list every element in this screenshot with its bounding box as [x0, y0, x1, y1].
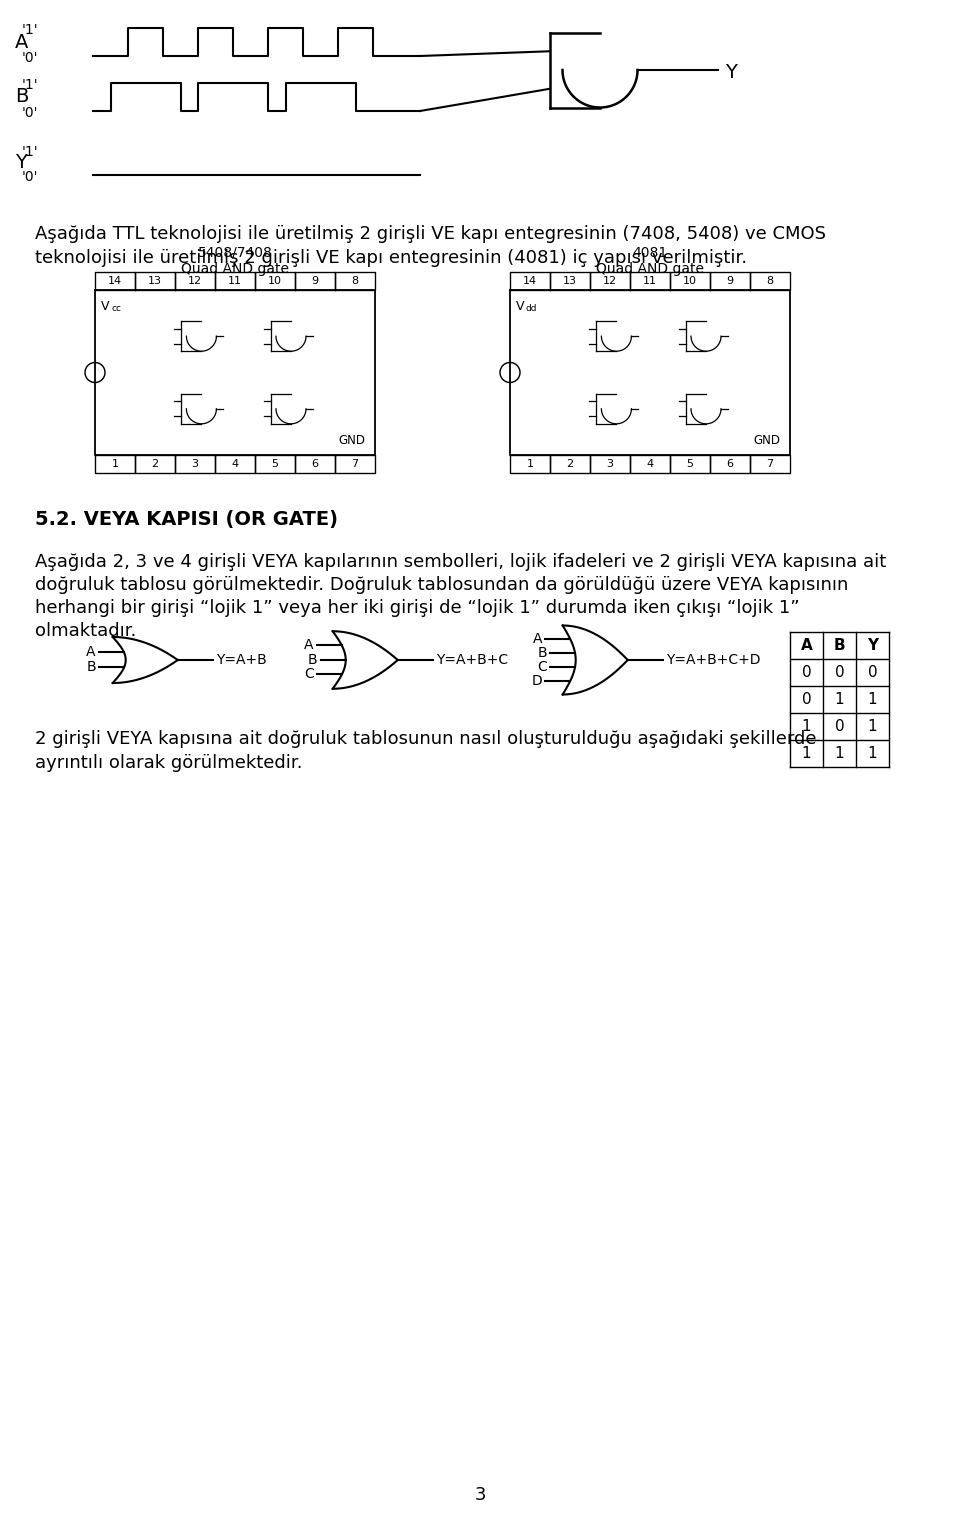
Text: 7: 7	[766, 459, 774, 469]
Text: 1: 1	[834, 692, 844, 707]
Text: teknolojisi ile üretilmiş 2 girişli VE kapı entegresinin (4081) iç yapısı verilm: teknolojisi ile üretilmiş 2 girişli VE k…	[35, 248, 747, 267]
Text: 12: 12	[603, 276, 617, 287]
Text: B: B	[833, 639, 846, 652]
Text: Y: Y	[15, 152, 27, 172]
Text: 10: 10	[683, 276, 697, 287]
Text: 1: 1	[834, 747, 844, 760]
Text: D: D	[532, 674, 542, 687]
Text: A: A	[304, 639, 314, 652]
Text: 1: 1	[802, 747, 811, 760]
Text: 8: 8	[766, 276, 774, 287]
Text: B: B	[308, 652, 318, 666]
Text: herhangi bir girişi “lojik 1” veya her iki girişi de “lojik 1” durumda iken çıkı: herhangi bir girişi “lojik 1” veya her i…	[35, 599, 800, 617]
Text: 3: 3	[607, 459, 613, 469]
Text: 8: 8	[351, 276, 359, 287]
Text: C: C	[304, 668, 314, 681]
Text: 7: 7	[351, 459, 359, 469]
Text: Y=A+B+C+D: Y=A+B+C+D	[665, 652, 760, 668]
Text: 2: 2	[152, 459, 158, 469]
Text: 14: 14	[523, 276, 537, 287]
Text: doğruluk tablosu görülmektedir. Doğruluk tablosundan da görüldüğü üzere VEYA kap: doğruluk tablosu görülmektedir. Doğruluk…	[35, 576, 849, 594]
Text: Aşağıda TTL teknolojisi ile üretilmiş 2 girişli VE kapı entegresinin (7408, 5408: Aşağıda TTL teknolojisi ile üretilmiş 2 …	[35, 226, 826, 242]
Text: C: C	[538, 660, 547, 674]
Text: Y: Y	[867, 639, 878, 652]
Text: A: A	[15, 32, 29, 52]
Text: 6: 6	[311, 459, 319, 469]
Text: 2: 2	[566, 459, 573, 469]
Text: Y=A+B+C: Y=A+B+C	[436, 652, 508, 668]
Text: 1: 1	[868, 747, 877, 760]
Text: 5408/7408: 5408/7408	[198, 245, 273, 261]
Text: '0': '0'	[22, 107, 38, 120]
Text: olmaktadır.: olmaktadır.	[35, 622, 136, 640]
Text: 0: 0	[868, 664, 877, 680]
Text: 13: 13	[148, 276, 162, 287]
Text: 11: 11	[643, 276, 657, 287]
Text: GND: GND	[753, 434, 780, 447]
Text: 13: 13	[563, 276, 577, 287]
Text: '1': '1'	[22, 23, 38, 37]
Text: 5: 5	[272, 459, 278, 469]
Text: 11: 11	[228, 276, 242, 287]
Text: 1: 1	[526, 459, 534, 469]
Text: dd: dd	[526, 303, 538, 312]
Text: V: V	[516, 300, 524, 312]
Text: Y=A+B: Y=A+B	[216, 652, 267, 668]
Text: 3: 3	[474, 1486, 486, 1504]
Text: 5.2. VEYA KAPISI (OR GATE): 5.2. VEYA KAPISI (OR GATE)	[35, 511, 338, 529]
Text: Aşağıda 2, 3 ve 4 girişli VEYA kapılarının sembolleri, lojik ifadeleri ve 2 giri: Aşağıda 2, 3 ve 4 girişli VEYA kapıların…	[35, 553, 886, 572]
Text: '1': '1'	[22, 78, 38, 91]
Text: B: B	[538, 646, 547, 660]
Text: 10: 10	[268, 276, 282, 287]
Text: '0': '0'	[22, 50, 38, 66]
Text: 3: 3	[191, 459, 199, 469]
Text: 0: 0	[834, 664, 844, 680]
Text: 0: 0	[802, 664, 811, 680]
Text: '0': '0'	[22, 171, 38, 184]
Text: A: A	[533, 631, 542, 646]
Text: cc: cc	[111, 303, 121, 312]
Text: 4: 4	[231, 459, 239, 469]
Text: 5: 5	[686, 459, 693, 469]
Text: 12: 12	[188, 276, 202, 287]
Text: 0: 0	[802, 692, 811, 707]
Text: B: B	[86, 660, 96, 674]
Text: 9: 9	[727, 276, 733, 287]
Text: B: B	[15, 87, 29, 107]
Text: 1: 1	[111, 459, 118, 469]
Text: Y: Y	[726, 62, 737, 81]
Text: Quad AND gate: Quad AND gate	[181, 262, 289, 276]
Text: 1: 1	[868, 719, 877, 735]
Text: 9: 9	[311, 276, 319, 287]
Text: 6: 6	[727, 459, 733, 469]
Text: A: A	[86, 645, 96, 660]
Text: ayrıntılı olarak görülmektedir.: ayrıntılı olarak görülmektedir.	[35, 754, 302, 773]
Text: 1: 1	[868, 692, 877, 707]
Text: 4081: 4081	[633, 245, 667, 261]
Text: GND: GND	[338, 434, 365, 447]
Text: 2 girişli VEYA kapısına ait doğruluk tablosunun nasıl oluşturulduğu aşağıdaki şe: 2 girişli VEYA kapısına ait doğruluk tab…	[35, 730, 817, 748]
Text: 0: 0	[834, 719, 844, 735]
Text: '1': '1'	[22, 145, 38, 158]
Text: Quad AND gate: Quad AND gate	[596, 262, 704, 276]
Text: 4: 4	[646, 459, 654, 469]
Text: A: A	[801, 639, 812, 652]
Text: 1: 1	[802, 719, 811, 735]
Text: V: V	[101, 300, 109, 312]
Text: 14: 14	[108, 276, 122, 287]
